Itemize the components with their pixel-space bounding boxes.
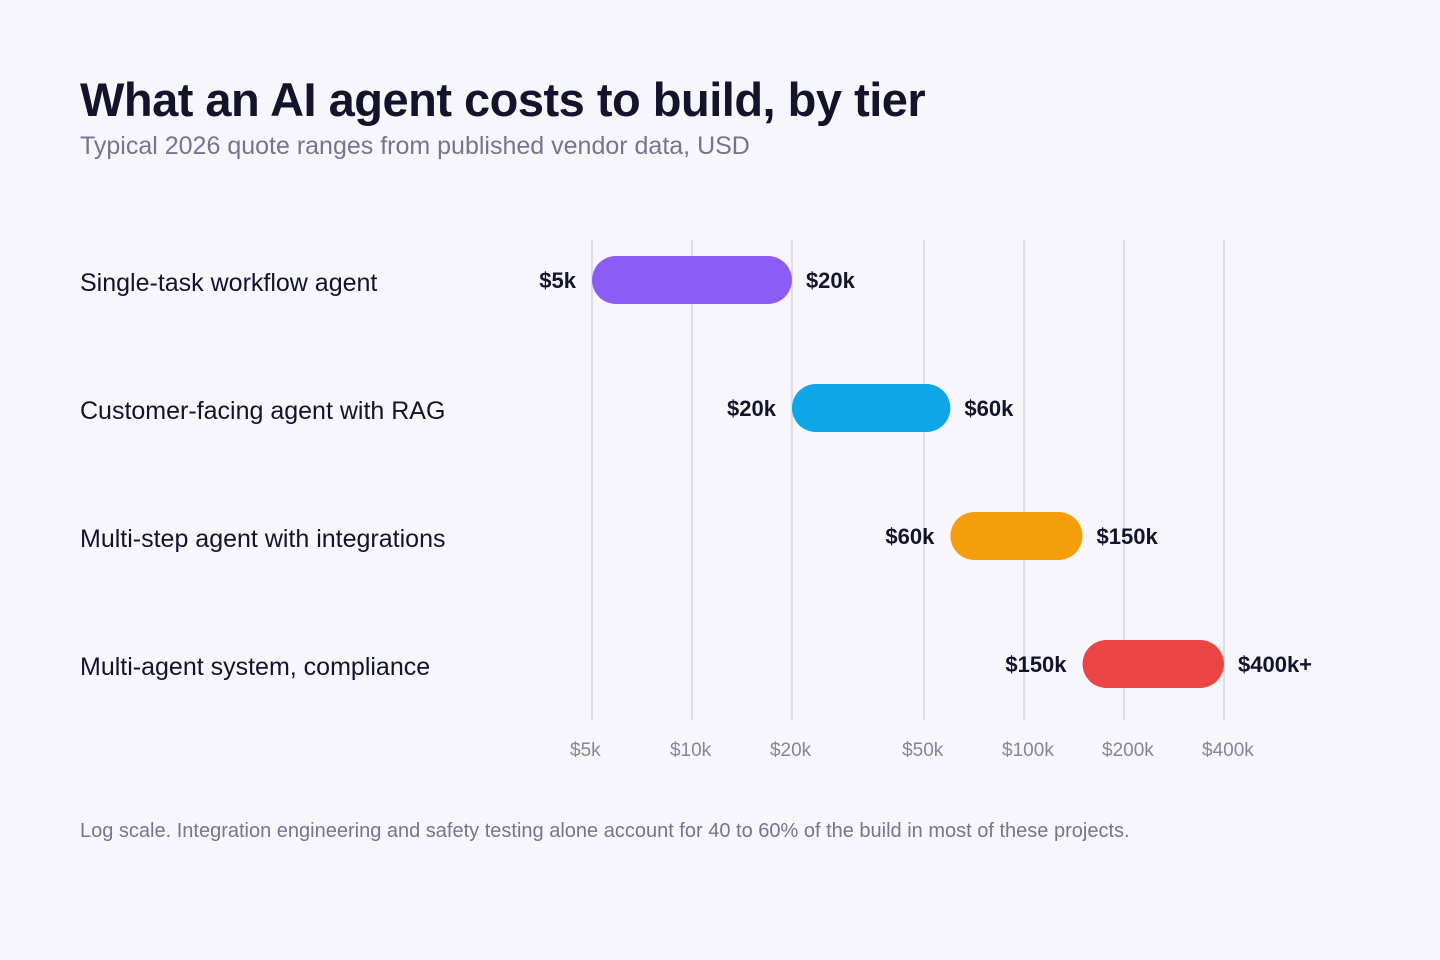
low-value-label: $20k <box>727 396 777 421</box>
x-tick-label: $5k <box>570 740 601 761</box>
range-bar <box>950 512 1083 560</box>
x-tick-label: $400k <box>1202 740 1254 761</box>
low-value-label: $60k <box>885 524 935 549</box>
x-tick-label: $50k <box>902 740 944 761</box>
x-tick-label: $200k <box>1102 740 1154 761</box>
x-tick-label: $10k <box>670 740 712 761</box>
range-chart: Single-task workflow agent Customer-facin… <box>80 240 1312 761</box>
x-tick-label: $20k <box>770 740 812 761</box>
high-value-label: $400k+ <box>1238 652 1312 677</box>
high-value-label: $150k <box>1097 524 1159 549</box>
category-labels: Single-task workflow agent Customer-facin… <box>80 269 445 681</box>
range-bar <box>592 256 792 304</box>
x-axis-ticks: $5k $10k $20k $50k $100k $200k $400k <box>570 740 1254 761</box>
low-value-label: $5k <box>539 268 576 293</box>
category-label: Customer-facing agent with RAG <box>80 397 445 425</box>
x-tick-label: $100k <box>1002 740 1054 761</box>
chart-footnote: Log scale. Integration engineering and s… <box>80 820 1130 842</box>
category-label: Single-task workflow agent <box>80 269 377 297</box>
category-label: Multi-step agent with integrations <box>80 525 445 553</box>
category-label: Multi-agent system, compliance <box>80 653 430 681</box>
high-value-label: $60k <box>964 396 1014 421</box>
high-value-label: $20k <box>806 268 856 293</box>
chart-subtitle: Typical 2026 quote ranges from published… <box>80 132 750 160</box>
low-value-label: $150k <box>1005 652 1067 677</box>
value-labels: $5k $20k $20k $60k $60k $150k $150k $400k+ <box>539 268 1312 677</box>
range-bars <box>592 256 1224 688</box>
chart-title: What an AI agent costs to build, by tier <box>80 73 926 126</box>
range-bar <box>1082 640 1224 688</box>
range-bar <box>791 384 951 432</box>
